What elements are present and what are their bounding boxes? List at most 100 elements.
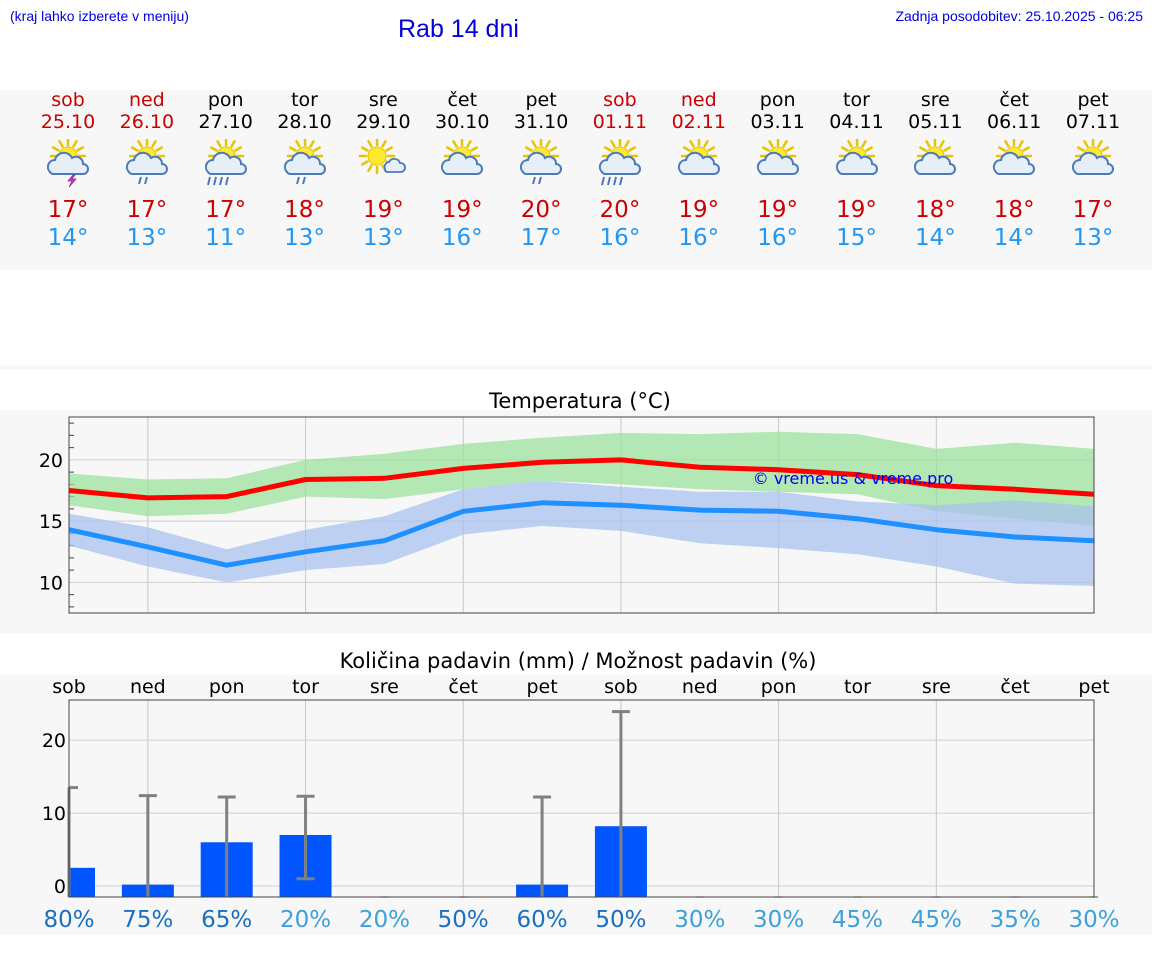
day-name: sob (51, 89, 85, 111)
min-temperature: 14° (993, 225, 1035, 251)
max-temperature: 19° (678, 197, 720, 223)
watermark: © vreme.us & vreme.pro (753, 469, 954, 488)
day-column: čet 30.10 19° 16° (423, 89, 502, 252)
max-temperature: 20° (520, 197, 562, 223)
day-date: 07.11 (1065, 111, 1121, 133)
sun-cloud-icon (896, 137, 975, 193)
day-label: sob (604, 676, 638, 698)
day-date: 31.10 (513, 111, 569, 133)
precipitation-probability: 65% (201, 907, 252, 933)
max-temperature: 19° (441, 197, 483, 223)
day-date: 05.11 (908, 111, 963, 133)
sun-cloud-rain-icon (502, 137, 581, 193)
day-column: pet 31.10 20° 17° (502, 89, 581, 252)
y-tick-label: 0 (54, 876, 66, 898)
precipitation-probability: 20% (280, 907, 331, 933)
min-temperature: 11° (205, 225, 247, 251)
sun-cloud-icon (423, 137, 502, 193)
day-column: pon 03.11 19° 16° (738, 89, 817, 252)
min-temperature: 13° (126, 225, 168, 251)
day-date: 01.11 (592, 111, 648, 133)
day-column: sob 25.10 17° 14° (29, 89, 108, 252)
max-temperature: 20° (599, 197, 641, 223)
day-date: 27.10 (198, 111, 253, 133)
day-label: sob (52, 676, 86, 698)
min-temperature: 14° (914, 225, 956, 251)
max-temperature: 17° (205, 197, 247, 223)
last-updated: Zadnja posodobitev: 25.10.2025 - 06:25 (895, 8, 1143, 24)
y-tick-label: 20 (39, 450, 63, 472)
precipitation-probability: 35% (990, 907, 1041, 933)
day-column: sob 01.11 20° 16° (580, 89, 659, 252)
sun-cloud-icon (975, 137, 1054, 193)
day-date: 06.11 (986, 111, 1042, 133)
day-date: 03.11 (750, 111, 805, 133)
min-temperature: 16° (599, 225, 641, 251)
day-label: ned (130, 676, 166, 698)
day-date: 04.11 (829, 111, 884, 133)
sun-cloud-icon (817, 137, 896, 193)
day-column: sre 05.11 18° 14° (896, 89, 975, 252)
precipitation-probability: 60% (517, 907, 568, 933)
day-name: sob (603, 89, 637, 111)
day-name: čet (999, 89, 1029, 111)
y-tick-label: 10 (42, 803, 66, 825)
max-temperature: 18° (914, 197, 956, 223)
day-column: ned 26.10 17° 13° (107, 89, 186, 252)
max-temperature: 18° (993, 197, 1035, 223)
day-name: ned (680, 89, 717, 111)
sun-cloud-icon (1054, 137, 1133, 193)
day-column: sre 29.10 19° 13° (344, 89, 423, 252)
max-temperature: 18° (284, 197, 325, 223)
precipitation-bar (69, 867, 95, 897)
precipitation-probability: 50% (438, 907, 489, 933)
day-column: pet 07.11 17° 13° (1054, 89, 1133, 252)
day-label: tor (292, 676, 319, 698)
precipitation-probability: 50% (595, 907, 646, 933)
precipitation-probability: 30% (674, 907, 725, 933)
day-name: ned (128, 89, 165, 111)
precipitation-probability: 30% (753, 907, 804, 933)
max-temperature: 17° (126, 197, 168, 223)
location-hint: (kraj lahko izberete v meniju) (10, 8, 189, 24)
day-name: čet (447, 89, 478, 111)
min-temperature: 16° (678, 225, 720, 251)
min-temperature: 16° (757, 225, 799, 251)
max-temperature: 19° (363, 197, 404, 223)
max-temperature-line (68, 457, 1095, 501)
day-label: tor (844, 676, 871, 698)
min-temperature: 16° (441, 225, 483, 251)
min-temperature: 13° (284, 225, 325, 251)
sun-cloud-rain-icon (265, 137, 344, 193)
max-temperature: 17° (47, 197, 89, 223)
day-label: čet (448, 676, 478, 698)
max-temperature: 17° (1072, 197, 1114, 223)
min-temperature: 13° (363, 225, 404, 251)
precipitation-probability: 75% (122, 907, 173, 933)
day-name: pet (525, 89, 557, 111)
day-label: čet (1000, 676, 1030, 698)
day-date: 29.10 (356, 111, 411, 133)
sun-cloud-icon (738, 137, 817, 193)
max-temperature-band (69, 431, 1094, 526)
day-label: pet (1078, 676, 1109, 698)
precipitation-probability: 30% (1068, 907, 1119, 933)
y-tick-label: 15 (39, 511, 63, 533)
precipitation-plot-frame (68, 699, 1095, 898)
day-date: 28.10 (277, 111, 332, 133)
day-label: pon (209, 676, 245, 698)
sun-cloud-icon (659, 137, 738, 193)
day-name: pet (1077, 89, 1109, 111)
min-temperature: 13° (1072, 225, 1114, 251)
day-name: tor (291, 89, 318, 111)
day-name: sre (368, 89, 398, 111)
day-name: pon (207, 89, 244, 111)
day-label: sre (922, 676, 951, 698)
day-name: tor (843, 89, 870, 111)
day-label: pet (526, 676, 557, 698)
day-column: pon 27.10 17° 11° (186, 89, 265, 252)
sun-cloud-heavy-rain-icon (580, 137, 659, 193)
day-label: ned (682, 676, 718, 698)
precipitation-chart-title: Količina padavin (mm) / Možnost padavin … (340, 649, 817, 673)
